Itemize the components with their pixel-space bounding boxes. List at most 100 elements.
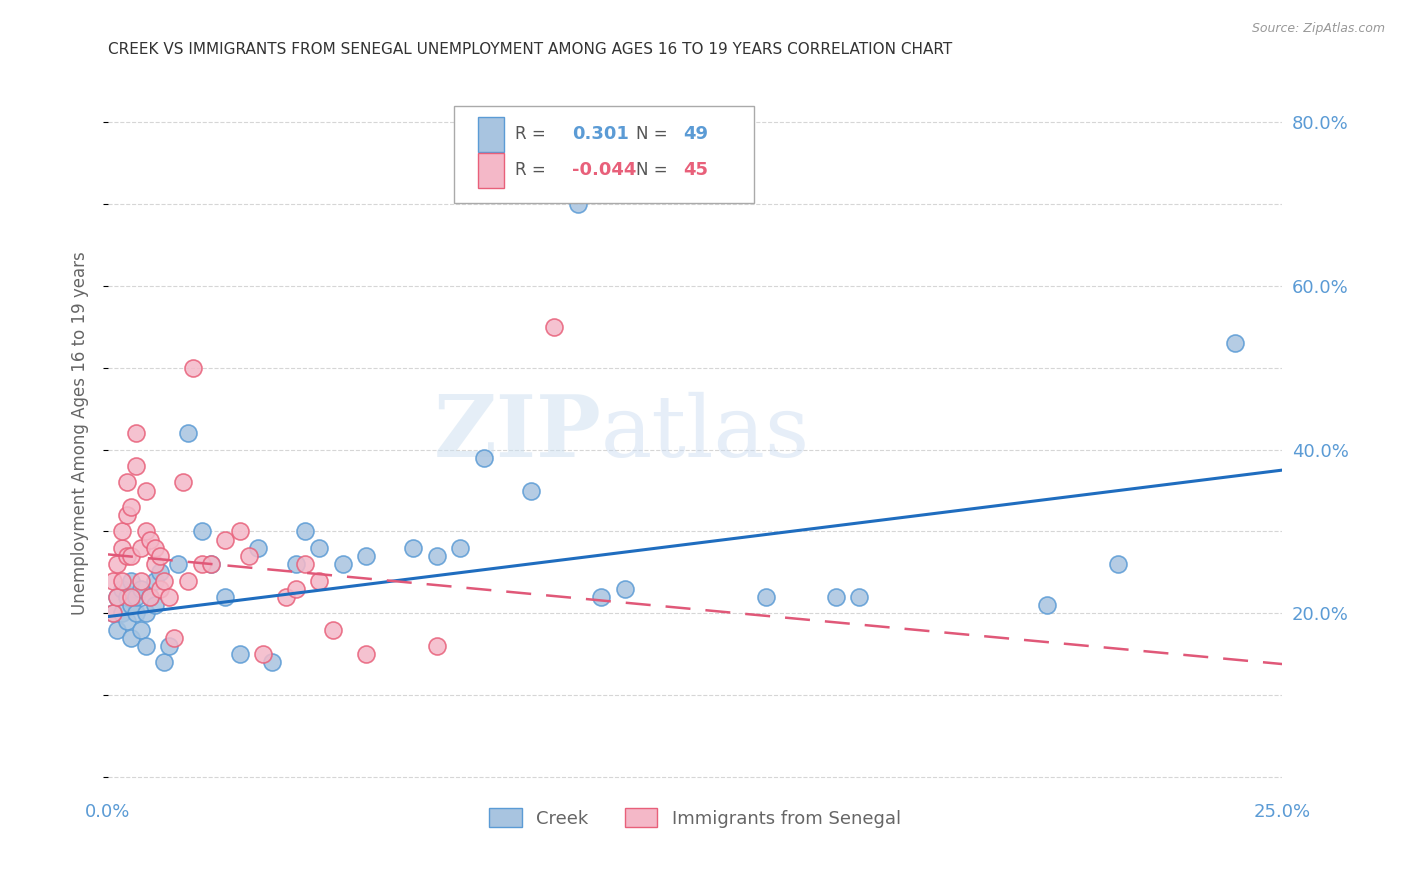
Point [111, 607, 134, 621]
Point [167, 558, 190, 572]
Point [1107, 558, 1129, 572]
Point [111, 524, 134, 539]
Point [101, 574, 124, 588]
Point [143, 574, 166, 588]
Point [191, 558, 214, 572]
Point [332, 558, 354, 572]
Point [125, 607, 148, 621]
Point [449, 541, 471, 555]
Point [262, 656, 284, 670]
Point [543, 319, 565, 334]
Point [308, 541, 330, 555]
Text: N =: N = [637, 126, 668, 144]
Point [135, 524, 157, 539]
Point [149, 549, 172, 563]
Point [308, 574, 330, 588]
Text: -0.044: -0.044 [572, 161, 636, 179]
Point [294, 524, 316, 539]
Text: atlas: atlas [602, 392, 810, 475]
Point [129, 574, 152, 588]
Point [115, 508, 138, 522]
Point [139, 590, 162, 604]
Point [848, 590, 870, 604]
Point [163, 631, 186, 645]
Point [143, 598, 166, 612]
Point [252, 647, 274, 661]
Text: 49: 49 [683, 126, 709, 144]
Point [121, 574, 143, 588]
Point [228, 647, 250, 661]
Text: CREEK VS IMMIGRANTS FROM SENEGAL UNEMPLOYMENT AMONG AGES 16 TO 19 YEARS CORRELAT: CREEK VS IMMIGRANTS FROM SENEGAL UNEMPLO… [108, 42, 952, 57]
Point [129, 582, 152, 596]
Point [135, 607, 157, 621]
Point [356, 647, 378, 661]
Point [613, 582, 636, 596]
Point [121, 500, 143, 514]
Text: N =: N = [637, 161, 668, 179]
Point [214, 533, 236, 547]
Point [191, 524, 214, 539]
Point [125, 458, 148, 473]
FancyBboxPatch shape [454, 105, 754, 202]
Text: 0.301: 0.301 [572, 126, 628, 144]
Point [567, 197, 589, 211]
Point [135, 639, 157, 653]
Point [228, 524, 250, 539]
Point [284, 582, 307, 596]
Y-axis label: Unemployment Among Ages 16 to 19 years: Unemployment Among Ages 16 to 19 years [72, 252, 89, 615]
Point [172, 475, 194, 490]
Point [111, 574, 134, 588]
Point [115, 549, 138, 563]
Point [519, 483, 541, 498]
Point [181, 360, 204, 375]
Point [115, 615, 138, 629]
Point [149, 566, 172, 580]
Point [129, 623, 152, 637]
Point [472, 450, 495, 465]
Text: 45: 45 [683, 161, 709, 179]
Point [294, 558, 316, 572]
Point [426, 639, 449, 653]
Point [139, 590, 162, 604]
Point [111, 582, 134, 596]
Point [754, 590, 776, 604]
Point [238, 549, 260, 563]
Point [402, 541, 425, 555]
Point [157, 639, 180, 653]
Point [101, 607, 124, 621]
Point [105, 590, 128, 604]
Legend: Creek, Immigrants from Senegal: Creek, Immigrants from Senegal [482, 801, 908, 835]
Point [177, 574, 200, 588]
Point [284, 558, 307, 572]
Point [143, 541, 166, 555]
Point [129, 541, 152, 555]
Point [139, 533, 162, 547]
Point [247, 541, 270, 555]
Text: ZIP: ZIP [433, 392, 602, 475]
Point [426, 549, 449, 563]
Point [111, 541, 134, 555]
Point [143, 558, 166, 572]
Point [177, 426, 200, 441]
Point [276, 590, 298, 604]
Point [200, 558, 222, 572]
FancyBboxPatch shape [478, 153, 503, 187]
Text: Source: ZipAtlas.com: Source: ZipAtlas.com [1251, 22, 1385, 36]
Point [121, 590, 143, 604]
Point [115, 475, 138, 490]
Point [105, 558, 128, 572]
Point [153, 574, 176, 588]
Point [322, 623, 344, 637]
Text: R =: R = [516, 126, 546, 144]
Point [356, 549, 378, 563]
Point [153, 656, 176, 670]
Point [115, 590, 138, 604]
Point [591, 590, 613, 604]
Point [200, 558, 222, 572]
Point [1036, 598, 1059, 612]
Point [157, 590, 180, 604]
Point [121, 598, 143, 612]
Point [125, 590, 148, 604]
Point [121, 631, 143, 645]
Point [149, 582, 172, 596]
